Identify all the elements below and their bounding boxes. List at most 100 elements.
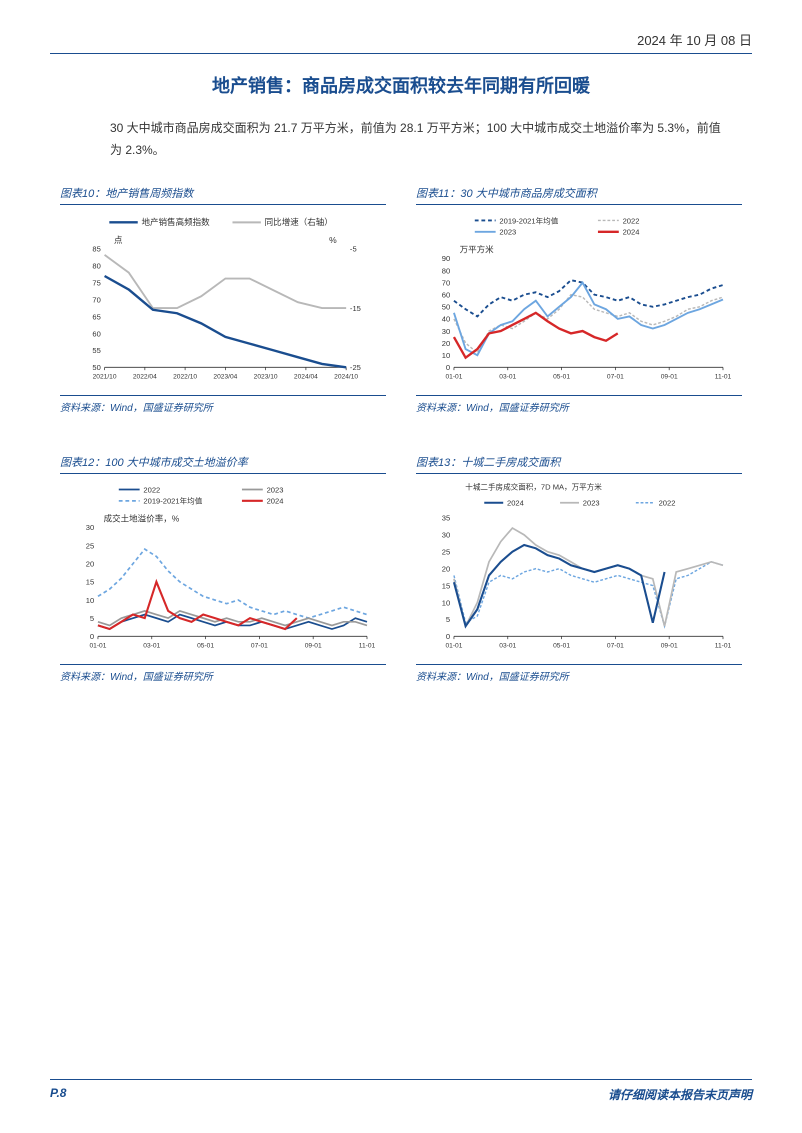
svg-text:15: 15 [442, 582, 450, 591]
svg-text:50: 50 [92, 363, 100, 372]
svg-text:11-01: 11-01 [715, 643, 732, 650]
svg-text:60: 60 [92, 330, 100, 339]
svg-text:40: 40 [442, 315, 450, 324]
svg-text:50: 50 [442, 303, 450, 312]
svg-text:80: 80 [442, 267, 450, 276]
svg-text:65: 65 [92, 313, 100, 322]
svg-text:30: 30 [442, 531, 450, 540]
svg-text:75: 75 [92, 279, 100, 288]
svg-text:20: 20 [442, 339, 450, 348]
svg-text:2024/04: 2024/04 [294, 374, 318, 381]
svg-text:10: 10 [442, 351, 450, 360]
svg-text:35: 35 [442, 514, 450, 523]
svg-text:09-01: 09-01 [661, 643, 678, 650]
svg-text:-5: -5 [350, 245, 357, 254]
header-date: 2024 年 10 月 08 日 [50, 30, 752, 54]
svg-text:10: 10 [442, 599, 450, 608]
chart-13-title: 图表13：十城二手房成交面积 [416, 454, 742, 474]
svg-text:点: 点 [114, 235, 123, 245]
svg-text:11-01: 11-01 [715, 374, 732, 381]
svg-text:10: 10 [86, 596, 94, 605]
svg-text:5: 5 [90, 614, 94, 623]
svg-text:25: 25 [442, 548, 450, 557]
svg-text:03-01: 03-01 [499, 643, 516, 650]
chart-12-title: 图表12：100 大中城市成交土地溢价率 [60, 454, 386, 474]
svg-text:0: 0 [446, 363, 450, 372]
svg-text:2019-2021年均值: 2019-2021年均值 [143, 496, 202, 506]
svg-text:07-01: 07-01 [607, 643, 624, 650]
svg-text:01-01: 01-01 [445, 374, 462, 381]
svg-text:07-01: 07-01 [607, 374, 624, 381]
svg-text:30: 30 [442, 327, 450, 336]
svg-text:2023: 2023 [583, 499, 600, 508]
svg-text:2024/10: 2024/10 [334, 374, 358, 381]
svg-text:60: 60 [442, 291, 450, 300]
svg-text:-25: -25 [350, 363, 361, 372]
svg-text:09-01: 09-01 [305, 643, 322, 650]
chart-11: 图表11：30 大中城市商品房成交面积 2019-2021年均值 2022 2023… [416, 185, 742, 414]
svg-text:2023/04: 2023/04 [213, 374, 237, 381]
svg-text:85: 85 [92, 245, 100, 254]
svg-text:2022: 2022 [143, 486, 160, 495]
svg-text:05-01: 05-01 [553, 643, 570, 650]
svg-text:2019-2021年均值: 2019-2021年均值 [499, 216, 558, 226]
chart-10-svg: 地产销售高频指数 同比增速（右轴） 点% 50 55 60 65 70 75 80 85 -25 -15… [60, 211, 386, 391]
chart-12-svg: 2022 2023 2019-2021年均值 2024 成交土地溢价率，% 0 5 10 15 2… [60, 480, 386, 660]
chart-12: 图表12：100 大中城市成交土地溢价率 2022 2023 2019-2021年均… [60, 454, 386, 683]
chart-10-source: 资料来源：Wind，国盛证券研究所 [60, 395, 386, 414]
svg-text:2022/04: 2022/04 [133, 374, 157, 381]
svg-text:-15: -15 [350, 304, 361, 313]
svg-text:01-01: 01-01 [445, 643, 462, 650]
section-title: 地产销售：商品房成交面积较去年同期有所回暖 [50, 72, 752, 98]
svg-text:55: 55 [92, 346, 100, 355]
chart-12-source: 资料来源：Wind，国盛证券研究所 [60, 664, 386, 683]
body-text: 30 大中城市商品房成交面积为 21.7 万平方米，前值为 28.1 万平方米；… [110, 118, 722, 161]
svg-text:03-01: 03-01 [499, 374, 516, 381]
svg-text:70: 70 [442, 279, 450, 288]
svg-text:25: 25 [86, 542, 94, 551]
chart-11-source: 资料来源：Wind，国盛证券研究所 [416, 395, 742, 414]
svg-text:2022: 2022 [659, 499, 676, 508]
chart-13-source: 资料来源：Wind，国盛证券研究所 [416, 664, 742, 683]
svg-text:0: 0 [90, 632, 94, 641]
chart-11-title: 图表11：30 大中城市商品房成交面积 [416, 185, 742, 205]
svg-text:2023: 2023 [267, 486, 284, 495]
svg-text:2024: 2024 [267, 497, 284, 506]
svg-text:01-01: 01-01 [89, 643, 106, 650]
chart-10: 图表10：地产销售周频指数 地产销售高频指数 同比增速（右轴） 点% 50 55 60 65… [60, 185, 386, 414]
svg-text:20: 20 [442, 565, 450, 574]
footer: P.8 请仔细阅读本报告末页声明 [50, 1079, 752, 1103]
svg-text:09-01: 09-01 [661, 374, 678, 381]
chart-11-svg: 2019-2021年均值202220232024万平方米010203040506… [416, 211, 742, 391]
footer-note: 请仔细阅读本报告末页声明 [608, 1086, 752, 1103]
svg-text:20: 20 [86, 560, 94, 569]
svg-text:2024: 2024 [623, 228, 640, 237]
svg-text:5: 5 [446, 615, 450, 624]
svg-text:11-01: 11-01 [359, 643, 376, 650]
svg-text:15: 15 [86, 578, 94, 587]
svg-text:80: 80 [92, 262, 100, 271]
chart-13: 图表13：十城二手房成交面积 十城二手房成交面积，7D MA，万平方米 2024 2… [416, 454, 742, 683]
svg-text:2023: 2023 [499, 228, 516, 237]
svg-text:07-01: 07-01 [251, 643, 268, 650]
svg-text:70: 70 [92, 296, 100, 305]
svg-text:同比增速（右轴）: 同比增速（右轴） [265, 217, 333, 227]
svg-text:2024: 2024 [507, 499, 524, 508]
svg-text:地产销售高频指数: 地产销售高频指数 [142, 217, 211, 227]
svg-text:2021/10: 2021/10 [93, 374, 117, 381]
chart-13-svg: 十城二手房成交面积，7D MA，万平方米20242023202205101520… [416, 480, 742, 660]
svg-text:03-01: 03-01 [143, 643, 160, 650]
svg-text:05-01: 05-01 [197, 643, 214, 650]
svg-text:30: 30 [86, 523, 94, 532]
footer-page: P.8 [50, 1086, 66, 1103]
svg-text:成交土地溢价率，%: 成交土地溢价率，% [104, 514, 180, 524]
svg-text:2022/10: 2022/10 [173, 374, 197, 381]
svg-text:十城二手房成交面积，7D MA，万平方米: 十城二手房成交面积，7D MA，万平方米 [465, 482, 602, 492]
svg-text:05-01: 05-01 [553, 374, 570, 381]
chart-10-title: 图表10：地产销售周频指数 [60, 185, 386, 205]
charts-grid: 图表10：地产销售周频指数 地产销售高频指数同比增速（右轴）点%50556065… [60, 185, 742, 683]
svg-text:90: 90 [442, 254, 450, 263]
svg-text:2023/10: 2023/10 [254, 374, 278, 381]
svg-text:%: % [329, 235, 337, 245]
svg-text:2022: 2022 [623, 217, 640, 226]
